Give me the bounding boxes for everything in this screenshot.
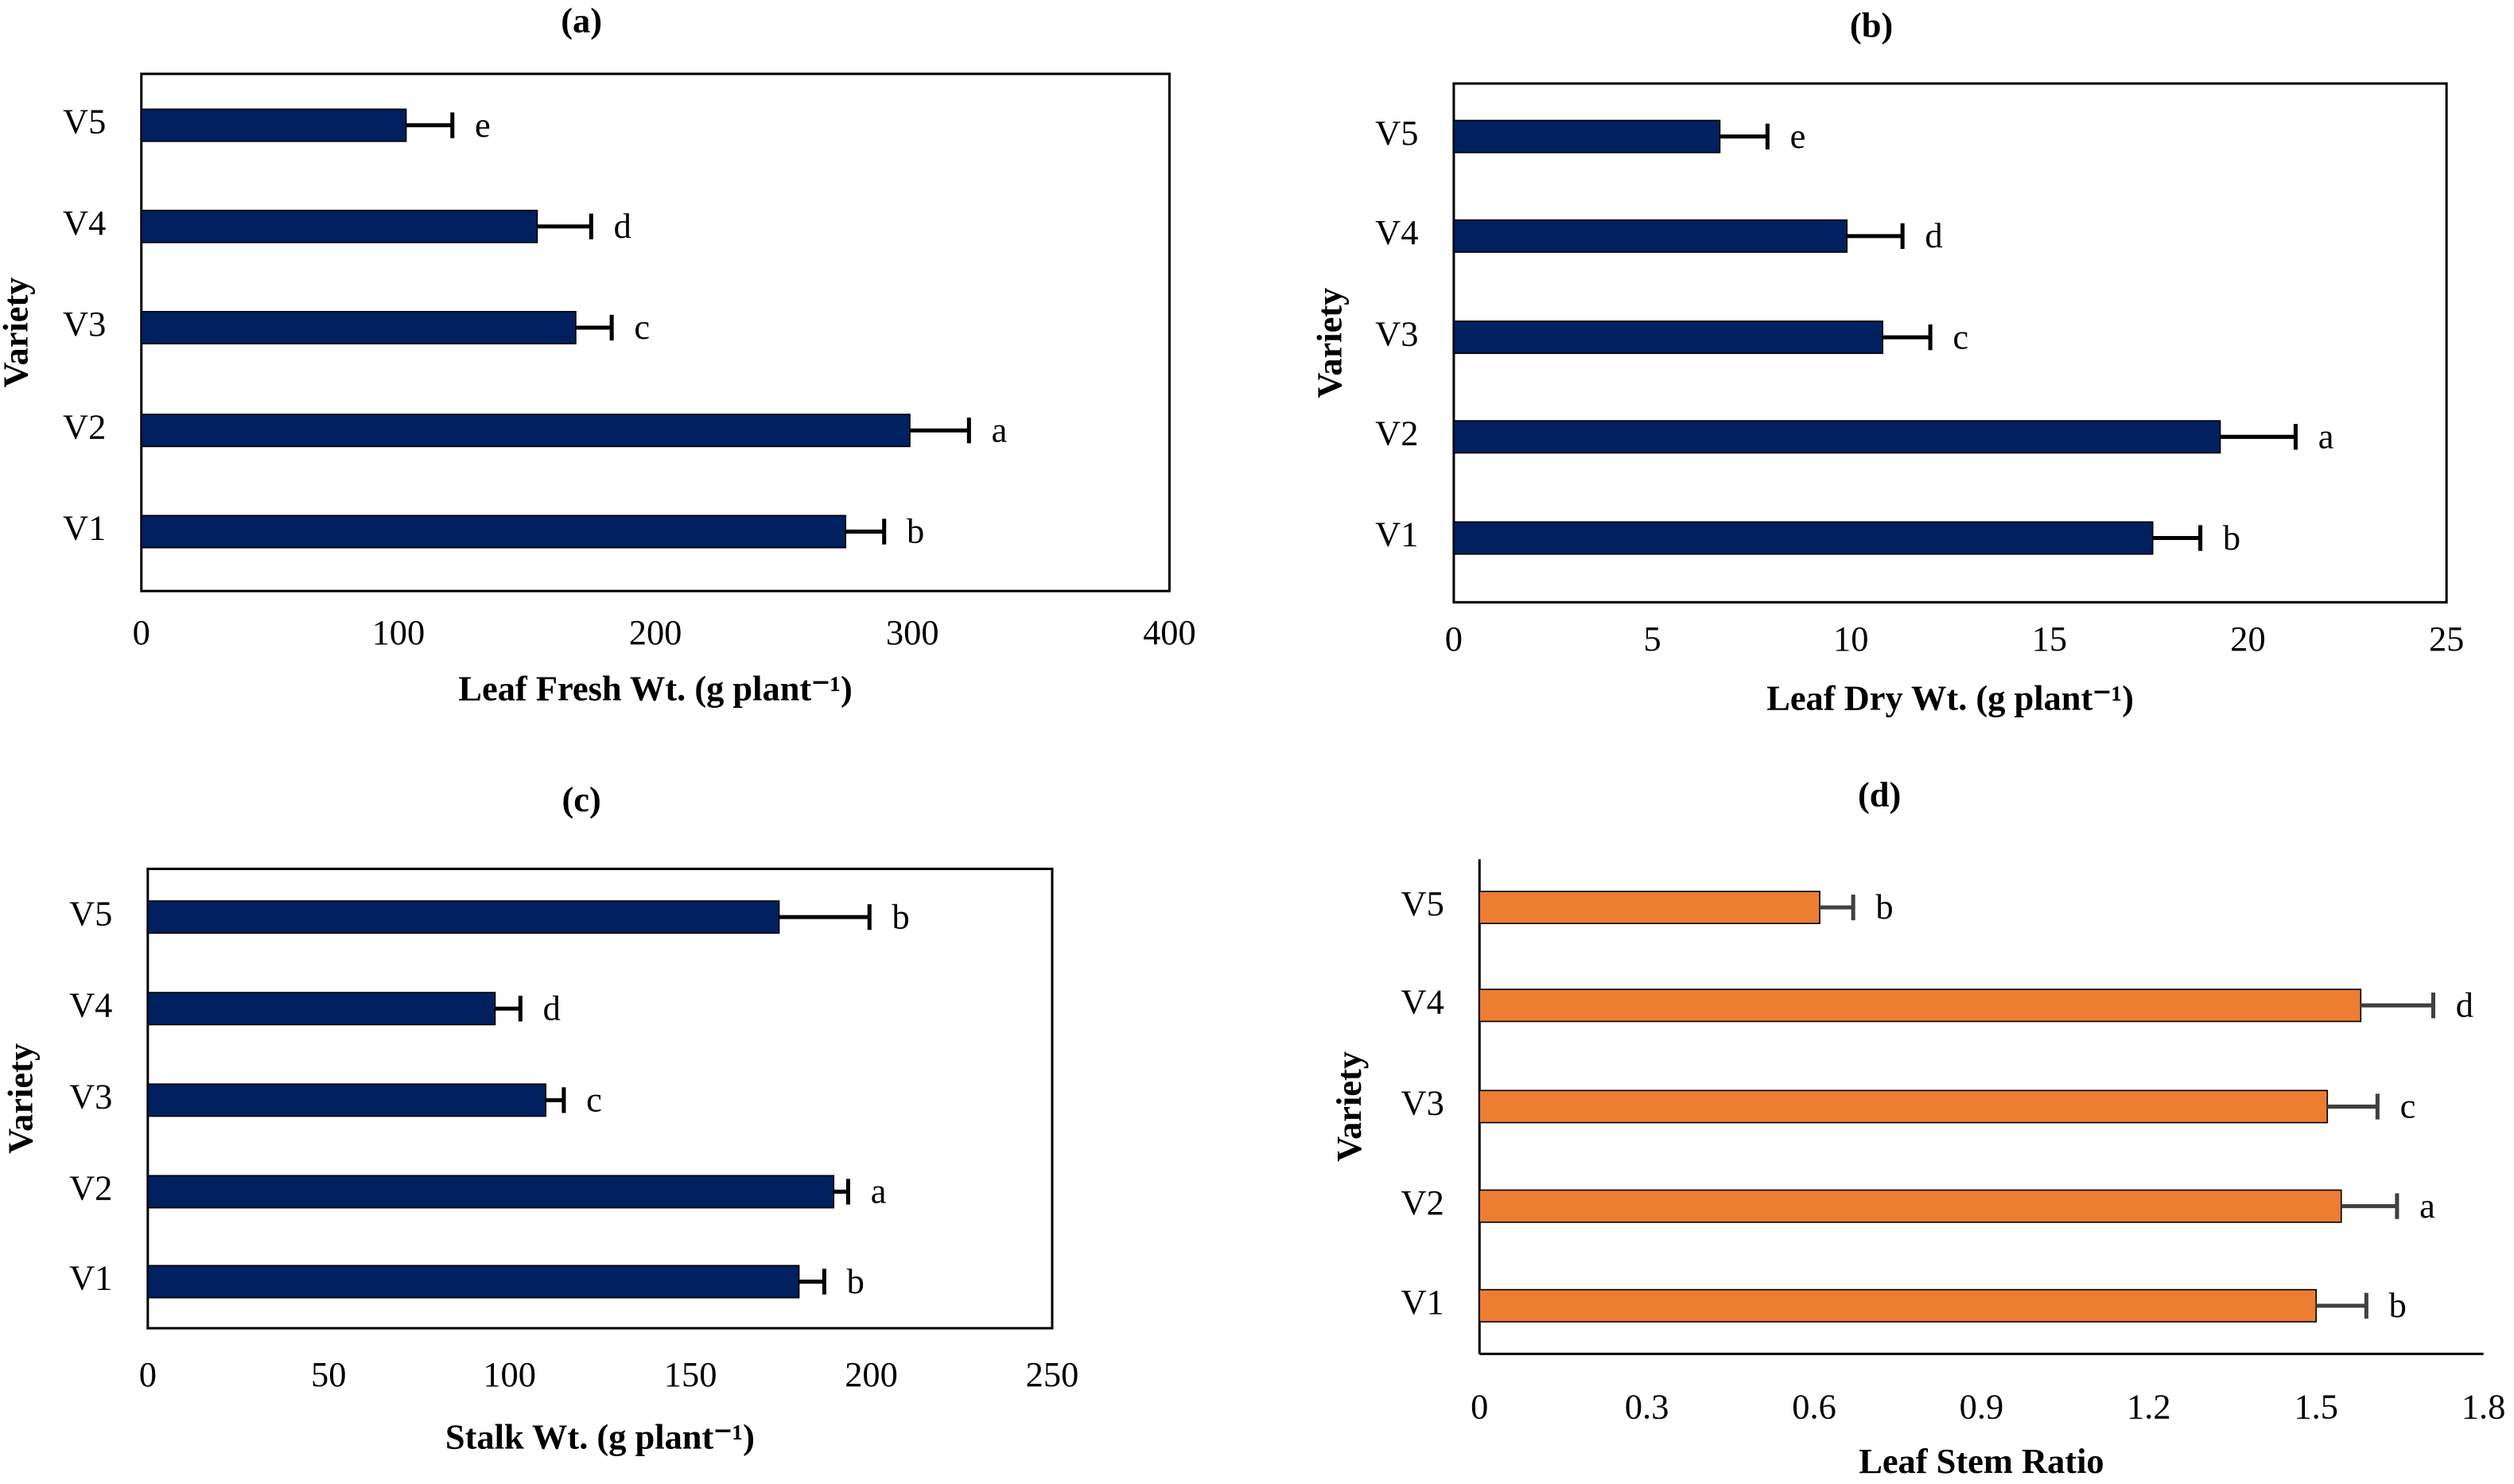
chart-title: (d): [1858, 775, 1901, 814]
y-tick-label: V5: [1401, 884, 1444, 923]
significance-letter: b: [847, 1261, 865, 1301]
y-tick-label: V5: [1375, 113, 1418, 153]
x-axis-title: Leaf Stem Ratio: [1859, 1441, 2104, 1481]
bar: [1478, 891, 1820, 925]
significance-letter: c: [1953, 317, 1968, 356]
bar: [1453, 119, 1721, 153]
bar: [147, 900, 780, 934]
bar: [147, 992, 496, 1026]
y-tick-label: V1: [1375, 515, 1418, 554]
bar: [140, 414, 911, 448]
x-tick-label: 150: [664, 1354, 717, 1394]
significance-letter: c: [2400, 1086, 2416, 1126]
y-tick-label: V1: [1401, 1282, 1444, 1322]
y-axis-title: Variety: [1310, 288, 1350, 398]
bar: [147, 1083, 546, 1117]
x-tick-label: 250: [1026, 1354, 1079, 1394]
bar: [140, 310, 577, 344]
significance-letter: b: [907, 511, 924, 551]
significance-letter: b: [2389, 1285, 2407, 1325]
x-tick-label: 200: [629, 612, 682, 652]
bar: [147, 1175, 835, 1209]
y-axis-title: Variety: [1329, 1051, 1369, 1162]
significance-letter: d: [2456, 985, 2473, 1024]
x-tick-label: 1.8: [2462, 1386, 2506, 1426]
significance-letter: d: [614, 206, 631, 246]
y-axis-title: Variety: [0, 278, 35, 388]
bar: [147, 1265, 800, 1299]
y-tick-label: V2: [63, 406, 106, 446]
x-tick-label: 0: [1471, 1386, 1488, 1426]
x-tick-label: 5: [1643, 619, 1661, 658]
x-tick-label: 0.9: [1960, 1386, 2004, 1426]
x-tick-label: 10: [1833, 619, 1868, 658]
x-tick-label: 1.2: [2127, 1386, 2171, 1426]
y-tick-label: V3: [1401, 1083, 1444, 1123]
y-tick-label: V4: [63, 203, 106, 243]
y-tick-label: V1: [63, 508, 106, 548]
x-tick-label: 300: [886, 612, 939, 652]
y-tick-label: V4: [1401, 981, 1444, 1021]
significance-letter: b: [2223, 518, 2240, 557]
y-tick-label: V4: [1375, 212, 1418, 252]
x-axis-title: Leaf Fresh Wt. (g plant⁻¹): [458, 669, 852, 709]
y-tick-label: V3: [63, 304, 106, 344]
significance-letter: a: [992, 410, 1008, 449]
x-tick-label: 200: [845, 1354, 898, 1394]
bar: [1453, 320, 1883, 355]
x-tick-label: 0: [133, 612, 150, 652]
chart-title: (b): [1850, 6, 1893, 45]
x-tick-label: 100: [372, 612, 425, 652]
significance-letter: a: [2318, 417, 2334, 456]
x-tick-label: 100: [483, 1354, 536, 1394]
y-axis-title: Variety: [0, 1043, 40, 1154]
bar: [1478, 989, 2362, 1023]
x-tick-label: 1.5: [2294, 1386, 2338, 1426]
x-tick-label: 25: [2429, 619, 2464, 658]
bar: [1478, 1090, 2329, 1124]
x-axis-title: Stalk Wt. (g plant⁻¹): [445, 1417, 755, 1457]
significance-letter: e: [1790, 116, 1806, 156]
y-tick-label: V5: [69, 893, 112, 933]
y-tick-label: V2: [69, 1168, 112, 1208]
y-tick-label: V4: [69, 985, 112, 1024]
y-tick-label: V3: [1375, 313, 1418, 353]
significance-letter: b: [892, 896, 910, 936]
x-axis-title: Leaf Dry Wt. (g plant⁻¹): [1766, 678, 2134, 718]
significance-letter: a: [2419, 1186, 2435, 1226]
x-tick-label: 15: [2032, 619, 2067, 658]
y-tick-label: V1: [69, 1258, 112, 1298]
x-tick-label: 0: [1445, 619, 1463, 658]
x-tick-label: 0: [139, 1354, 157, 1394]
x-tick-label: 50: [311, 1354, 346, 1394]
bar: [1453, 420, 2221, 454]
x-tick-label: 20: [2230, 619, 2265, 658]
bar: [1478, 1189, 2342, 1223]
bar: [140, 515, 847, 549]
y-tick-label: V3: [69, 1077, 112, 1117]
significance-letter: a: [871, 1171, 887, 1211]
x-tick-label: 0.6: [1792, 1386, 1836, 1426]
bar: [1453, 219, 1848, 253]
bar: [1453, 521, 2154, 555]
significance-letter: c: [634, 307, 650, 347]
y-tick-label: V5: [63, 102, 106, 142]
significance-letter: e: [475, 105, 491, 145]
chart-title: (c): [562, 779, 601, 819]
x-tick-label: 0.3: [1625, 1386, 1669, 1426]
bar: [1478, 1288, 2318, 1323]
bar: [140, 108, 407, 142]
y-tick-label: V2: [1375, 414, 1418, 453]
significance-letter: c: [586, 1080, 602, 1120]
y-tick-label: V2: [1401, 1183, 1444, 1222]
significance-letter: b: [1875, 887, 1893, 927]
significance-letter: d: [1925, 216, 1942, 255]
x-tick-label: 400: [1143, 612, 1196, 652]
bar: [140, 209, 538, 243]
significance-letter: d: [543, 988, 561, 1028]
chart-title: (a): [561, 0, 602, 40]
